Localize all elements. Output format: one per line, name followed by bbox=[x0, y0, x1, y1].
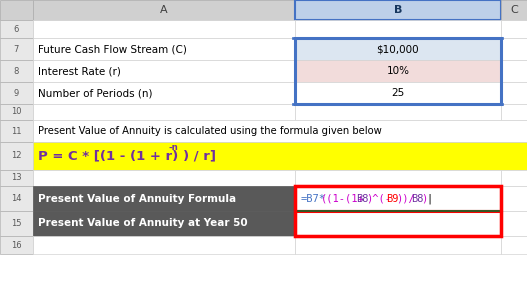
Bar bbox=[33, 38, 295, 60]
Text: $90,770.40: $90,770.40 bbox=[360, 217, 435, 230]
Text: Interest Rate (r): Interest Rate (r) bbox=[38, 66, 121, 76]
Text: 9: 9 bbox=[14, 89, 19, 97]
Bar bbox=[0, 142, 33, 170]
Bar bbox=[33, 0, 295, 20]
Bar bbox=[0, 104, 33, 120]
Bar bbox=[33, 104, 295, 120]
Bar bbox=[33, 211, 295, 236]
Bar bbox=[501, 82, 527, 104]
Text: 7: 7 bbox=[14, 44, 19, 54]
Text: ))/: ))/ bbox=[396, 194, 415, 203]
Bar bbox=[0, 236, 33, 254]
Bar bbox=[501, 186, 527, 211]
Bar bbox=[33, 20, 295, 38]
Bar bbox=[501, 60, 527, 82]
Bar bbox=[33, 142, 527, 170]
Bar bbox=[295, 211, 501, 236]
Bar bbox=[295, 170, 501, 186]
Bar bbox=[501, 170, 527, 186]
Bar bbox=[501, 38, 527, 60]
Text: |: | bbox=[427, 193, 433, 204]
Text: 15: 15 bbox=[11, 219, 22, 228]
Text: 16: 16 bbox=[11, 241, 22, 249]
Text: B8: B8 bbox=[412, 194, 424, 203]
Text: ): ) bbox=[422, 194, 428, 203]
Text: B: B bbox=[394, 5, 402, 15]
Bar bbox=[0, 211, 33, 236]
Text: 6: 6 bbox=[14, 25, 19, 34]
Text: 25: 25 bbox=[391, 88, 405, 98]
Text: ) / r]: ) / r] bbox=[183, 150, 216, 162]
Text: 12: 12 bbox=[11, 152, 22, 160]
Bar bbox=[0, 186, 33, 211]
Bar bbox=[33, 120, 527, 142]
Text: 8: 8 bbox=[14, 66, 19, 76]
Text: ((1-(1+: ((1-(1+ bbox=[320, 194, 364, 203]
Bar bbox=[0, 60, 33, 82]
Bar bbox=[0, 20, 33, 38]
Bar bbox=[295, 38, 501, 60]
Text: =B7*: =B7* bbox=[300, 194, 325, 203]
Bar bbox=[295, 236, 501, 254]
Text: Present Value of Annuity Formula: Present Value of Annuity Formula bbox=[38, 194, 236, 203]
Bar bbox=[295, 0, 501, 20]
Text: Present Value of Annuity at Year 50: Present Value of Annuity at Year 50 bbox=[38, 219, 248, 229]
Text: 10: 10 bbox=[11, 107, 22, 117]
Bar bbox=[501, 211, 527, 236]
Text: B8: B8 bbox=[356, 194, 368, 203]
Bar bbox=[498, 103, 503, 105]
Bar bbox=[0, 170, 33, 186]
Text: A: A bbox=[160, 5, 168, 15]
Bar bbox=[0, 120, 33, 142]
Bar bbox=[33, 186, 295, 211]
Bar bbox=[33, 82, 295, 104]
Bar bbox=[295, 38, 501, 104]
Bar bbox=[292, 103, 298, 105]
Text: )^(-: )^(- bbox=[366, 194, 391, 203]
Bar bbox=[0, 38, 33, 60]
Bar bbox=[295, 186, 501, 211]
Text: Present Value of Annuity is calculated using the formula given below: Present Value of Annuity is calculated u… bbox=[38, 126, 382, 136]
Bar bbox=[295, 104, 501, 120]
Text: C: C bbox=[510, 5, 518, 15]
Text: B9: B9 bbox=[386, 194, 399, 203]
Text: 14: 14 bbox=[11, 194, 22, 203]
Text: Future Cash Flow Stream (C): Future Cash Flow Stream (C) bbox=[38, 44, 187, 54]
Text: Number of Periods (n): Number of Periods (n) bbox=[38, 88, 152, 98]
Bar bbox=[295, 20, 501, 38]
Bar bbox=[498, 36, 503, 39]
Bar bbox=[501, 0, 527, 20]
Bar bbox=[33, 170, 295, 186]
Bar bbox=[33, 60, 295, 82]
Text: -n: -n bbox=[168, 143, 178, 152]
Text: P = C * [(1 - (1 + r): P = C * [(1 - (1 + r) bbox=[38, 150, 178, 162]
Text: 11: 11 bbox=[11, 127, 22, 135]
Bar bbox=[33, 236, 295, 254]
Text: $10,000: $10,000 bbox=[377, 44, 419, 54]
Bar bbox=[0, 0, 33, 20]
Bar bbox=[501, 104, 527, 120]
Bar bbox=[295, 186, 501, 236]
Bar bbox=[292, 36, 298, 39]
Bar bbox=[501, 236, 527, 254]
Bar bbox=[501, 20, 527, 38]
Bar bbox=[0, 82, 33, 104]
Text: 10%: 10% bbox=[386, 66, 409, 76]
Bar bbox=[295, 82, 501, 104]
Text: 13: 13 bbox=[11, 174, 22, 182]
Bar bbox=[295, 60, 501, 82]
